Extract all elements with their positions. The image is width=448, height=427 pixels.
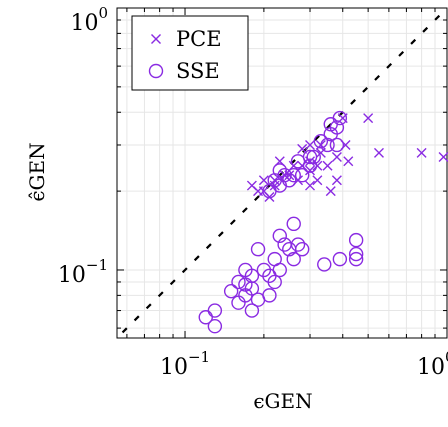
sse-point-25 <box>272 228 287 244</box>
pce-point-3 <box>363 113 374 124</box>
sse-point-3 <box>323 126 338 142</box>
sse-point-18 <box>267 173 282 188</box>
legend: PCE SSE <box>131 15 249 91</box>
sse-point-13 <box>290 154 306 169</box>
pce-point-14 <box>312 160 323 171</box>
x-tick-0-exp: −1 <box>188 348 210 366</box>
gridlines <box>117 7 448 338</box>
pce-point-7 <box>438 151 448 162</box>
x-axis-label: ϵGEN <box>253 389 312 413</box>
sse-point-22 <box>332 251 348 267</box>
sse-point-44 <box>262 288 277 303</box>
pce-point-0 <box>305 139 316 150</box>
legend-label-pce: PCE <box>176 27 222 51</box>
sse-point-5 <box>313 134 329 149</box>
pce-point-9 <box>343 156 354 167</box>
plot-area-frame <box>116 7 448 339</box>
data-marks <box>198 110 448 334</box>
sse-point-20 <box>348 246 364 262</box>
x-tick-label-0: 10−1 <box>160 348 210 380</box>
sse-point-43 <box>207 319 223 334</box>
sse-point-32 <box>277 237 292 252</box>
series-sse <box>198 110 364 334</box>
x-tick-1-base: 10 <box>417 355 445 380</box>
sse-point-19 <box>348 232 364 248</box>
axis-ticks <box>117 7 448 338</box>
legend-box <box>131 15 249 91</box>
y-tick-1-exp: 0 <box>98 4 108 22</box>
pce-point-11 <box>312 175 323 186</box>
legend-x-marker-icon <box>151 34 161 44</box>
sse-point-2 <box>332 110 348 126</box>
sse-point-6 <box>329 137 345 153</box>
sse-point-17 <box>272 178 287 193</box>
y-tick-0-exp: −1 <box>86 256 108 274</box>
pce-point-18 <box>305 180 316 191</box>
x-tick-0-base: 10 <box>160 355 188 380</box>
sse-point-4 <box>320 137 335 153</box>
pce-point-12 <box>322 160 333 171</box>
pce-point-8 <box>331 151 342 162</box>
pce-point-5 <box>373 147 384 158</box>
sse-point-41 <box>244 303 260 318</box>
legend-marker-sse <box>148 63 164 79</box>
x-tick-1-exp: 0 <box>445 348 448 366</box>
y-tick-label-1: 100 <box>70 4 108 36</box>
sse-point-23 <box>317 257 332 272</box>
sse-point-42 <box>198 310 213 325</box>
legend-label-sse: SSE <box>176 59 220 83</box>
y-tick-0-base: 10 <box>58 263 86 288</box>
sse-point-28 <box>250 242 266 257</box>
sse-point-9 <box>294 168 310 183</box>
pce-point-10 <box>305 165 316 176</box>
pce-point-20 <box>258 175 269 186</box>
sse-point-24 <box>286 216 301 232</box>
sse-point-48 <box>286 251 301 267</box>
pce-point-24 <box>269 180 280 191</box>
sse-point-47 <box>272 262 287 278</box>
pce-point-27 <box>246 180 257 191</box>
sse-point-39 <box>231 295 246 310</box>
legend-marker-pce <box>151 34 161 44</box>
y-tick-label-0: 10−1 <box>58 256 108 288</box>
sse-point-21 <box>348 251 364 267</box>
sse-point-49 <box>294 242 310 257</box>
sse-point-36 <box>223 283 239 299</box>
sse-point-14 <box>306 149 321 165</box>
sse-point-50 <box>244 268 260 284</box>
pce-point-6 <box>416 147 427 158</box>
y-axis-label: ϵ̂GEN <box>25 142 49 201</box>
pce-point-28 <box>331 175 342 186</box>
sse-point-34 <box>231 274 246 290</box>
series-pce <box>246 113 448 202</box>
pce-point-29 <box>325 186 336 197</box>
sse-point-16 <box>286 168 301 183</box>
x-tick-label-1: 100 <box>417 348 448 380</box>
y-tick-1-base: 10 <box>70 11 98 36</box>
legend-circle-marker-icon <box>148 63 164 79</box>
sse-point-45 <box>267 274 282 290</box>
